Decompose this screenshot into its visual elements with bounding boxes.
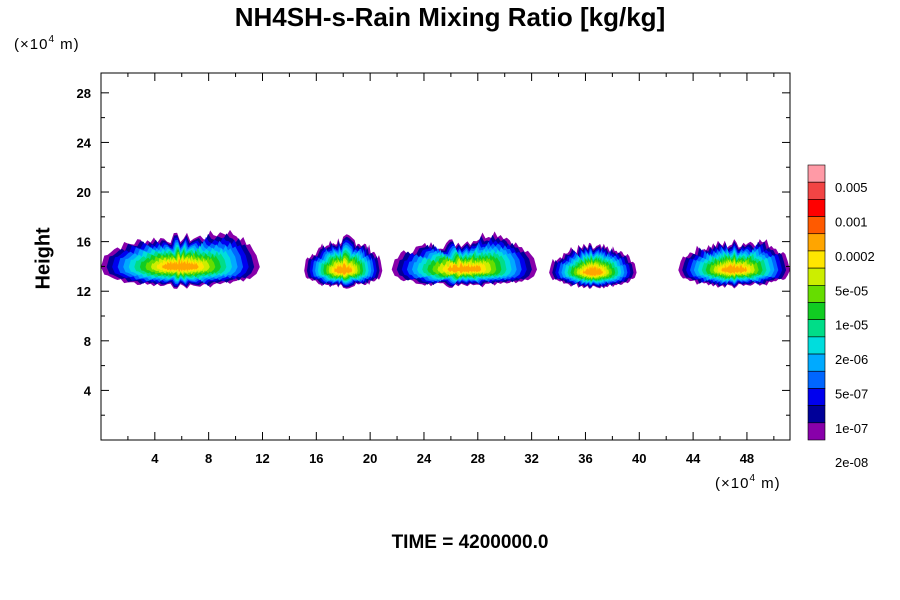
colorbar-label: 1e-05 [835,318,868,333]
contour-cluster [101,229,260,289]
x-tick-label: 12 [255,451,269,466]
colorbar-label: 5e-05 [835,283,868,298]
contour-level [162,259,199,272]
colorbar-swatch [807,353,826,372]
y-tick-label: 20 [77,185,91,200]
contour-level [582,265,603,277]
colorbar-swatch [807,181,826,200]
colorbar-swatch [807,199,826,217]
plot-frame [100,72,791,441]
colorbar-swatch [807,422,826,441]
contour-level [447,262,482,274]
colorbar-label: 0.0002 [835,249,875,264]
contour-level [721,263,747,275]
colorbar-swatch [807,336,826,355]
colorbar-swatch [807,250,826,269]
colorbar-swatch [807,388,826,406]
x-tick-label: 16 [309,451,323,466]
colorbar-swatch [807,216,826,235]
colorbar-label: 2e-08 [835,455,868,470]
x-axis-unit: (×104 m) [715,473,781,492]
chart-title: NH4SH-s-Rain Mixing Ratio [kg/kg] [234,2,666,32]
colorbar-swatch [807,164,826,183]
colorbar-swatch [807,405,826,424]
y-tick-label: 24 [77,135,92,150]
x-tick-label: 40 [632,451,646,466]
time-label: TIME = 4200000.0 [391,532,549,553]
colorbar-swatch [807,267,826,286]
y-tick-label: 4 [84,383,92,398]
contour-cluster [549,242,637,289]
colorbar-label: 2e-06 [835,352,868,367]
contour-field [101,229,790,289]
y-axis-unit: (×104 m) [14,34,80,53]
y-tick-label: 16 [77,235,91,250]
colorbar-label: 5e-07 [835,386,868,401]
colorbar-swatch [807,285,826,303]
x-tick-label: 32 [524,451,538,466]
x-tick-label: 36 [578,451,592,466]
colorbar-swatch [807,302,826,320]
x-tick-label: 8 [205,451,212,466]
colorbar-label: 1e-07 [835,421,868,436]
contour-cluster [678,239,790,289]
colorbar: 0.005 0.001 0.0002 5e-05 1e-05 2e-06 5e-07 1e-0… [807,164,875,470]
contour-level [334,263,353,275]
colorbar-swatch [807,319,826,338]
x-tick-label: 4 [151,451,159,466]
y-tick-label: 12 [77,284,91,299]
colorbar-label: 0.001 [835,215,868,230]
x-tick-label: 28 [471,451,485,466]
y-tick-label: 8 [84,334,91,349]
colorbar-label: 0.005 [835,180,868,195]
colorbar-swatch [807,370,826,389]
x-tick-label: 48 [740,451,754,466]
colorbar-swatch [807,233,826,252]
contour-cluster [391,231,537,288]
x-tick-label: 44 [686,451,701,466]
x-tick-label: 20 [363,451,377,466]
contour-cluster [304,234,383,289]
y-tick-label: 28 [77,86,91,101]
x-tick-label: 24 [417,451,432,466]
